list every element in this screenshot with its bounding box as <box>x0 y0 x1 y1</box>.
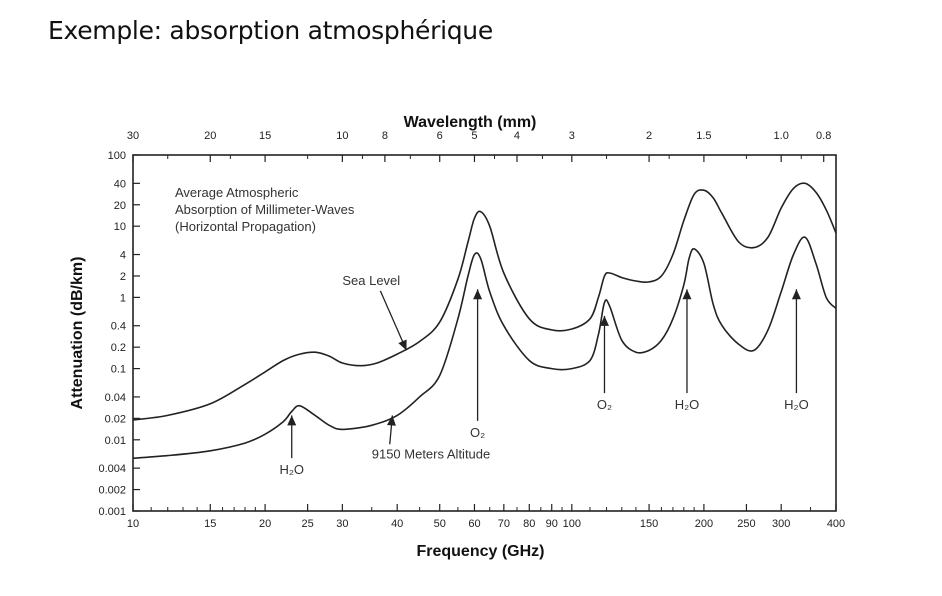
chart-annotations: Sea Level 9150 Meters Altitude H₂O O₂ O₂ H₂O H… <box>279 273 808 477</box>
chart-series <box>132 182 837 460</box>
annotation-arrow-head <box>599 315 609 326</box>
y-tick-label: 0.4 <box>111 321 126 333</box>
x-tick-label: 150 <box>640 518 658 530</box>
x-tick-label: 100 <box>563 518 581 530</box>
x-axis-title: Frequency (GHz) <box>416 543 544 560</box>
x-tick-label: 60 <box>468 518 480 530</box>
y-tick-label: 0.002 <box>98 485 126 497</box>
x-tick-label: 200 <box>695 518 713 530</box>
x-tick-label: 400 <box>827 518 845 530</box>
wavelength-tick-label: 20 <box>204 130 216 142</box>
x-axis-ticks: 10 15 20 25 30 40 50 60 70 80 90 100 150 200 250 300 400 <box>127 504 845 530</box>
x-tick-label: 250 <box>737 518 755 530</box>
wavelength-tick-label: 0.8 <box>816 130 831 142</box>
x-tick-label: 90 <box>546 518 558 530</box>
series-line-sea-level <box>132 182 837 421</box>
x-tick-label: 40 <box>391 518 403 530</box>
wavelength-axis-title: Wavelength (mm) <box>404 114 537 131</box>
annotation-arrow-head <box>287 415 297 426</box>
x-tick-label: 30 <box>336 518 348 530</box>
x-tick-label: 50 <box>434 518 446 530</box>
annotation-label: O₂ <box>470 425 485 440</box>
y-tick-label: 0.01 <box>105 435 126 447</box>
y-tick-label: 0.2 <box>111 342 126 354</box>
wavelength-tick-label: 4 <box>514 130 520 142</box>
annotation-label: Sea Level <box>342 273 400 288</box>
wavelength-tick-label: 15 <box>259 130 271 142</box>
annotation-arrow-head <box>791 289 801 300</box>
description-line: Average Atmospheric <box>175 185 299 200</box>
wavelength-tick-label: 8 <box>382 130 388 142</box>
annotation-arrow-head <box>682 289 692 300</box>
y-tick-label: 40 <box>114 178 126 190</box>
annotation-label: H₂O <box>279 462 304 477</box>
annotation-label: O₂ <box>597 397 612 412</box>
wavelength-axis-ticks: 30 20 15 10 8 6 5 4 3 2 1.5 1.0 0.8 <box>127 130 831 162</box>
y-tick-label: 1 <box>120 292 126 304</box>
description-line: Absorption of Millimeter-Waves <box>175 202 355 217</box>
x-tick-label: 300 <box>772 518 790 530</box>
y-tick-label: 2 <box>120 271 126 283</box>
y-tick-label: 0.1 <box>111 364 126 376</box>
wavelength-tick-label: 1.0 <box>774 130 789 142</box>
y-tick-label: 4 <box>120 250 126 262</box>
x-tick-label: 15 <box>204 518 216 530</box>
wavelength-tick-label: 6 <box>437 130 443 142</box>
y-tick-label: 0.001 <box>98 506 126 518</box>
x-tick-label: 25 <box>301 518 313 530</box>
annotation-arrow-shaft <box>379 290 408 351</box>
y-axis-ticks: 0.001 0.002 0.004 0.01 0.02 0.04 0.1 0.2 0.4 1 2 4 1… <box>98 150 140 518</box>
y-tick-label: 0.004 <box>98 463 126 475</box>
wavelength-tick-label: 30 <box>127 130 139 142</box>
wavelength-tick-label: 10 <box>336 130 348 142</box>
x-tick-label: 20 <box>259 518 271 530</box>
description-line: (Horizontal Propagation) <box>175 219 316 234</box>
wavelength-tick-label: 1.5 <box>696 130 711 142</box>
annotation-label: 9150 Meters Altitude <box>372 446 491 461</box>
annotation-arrow-head <box>473 289 483 300</box>
annotation-label: H₂O <box>784 397 809 412</box>
wavelength-tick-label: 3 <box>569 130 575 142</box>
chart-description: Average Atmospheric Absorption of Millime… <box>175 185 355 234</box>
y-tick-label: 10 <box>114 221 126 233</box>
y-tick-label: 20 <box>114 200 126 212</box>
wavelength-tick-label: 2 <box>646 130 652 142</box>
annotation-arrow-head <box>398 339 407 351</box>
x-tick-label: 70 <box>498 518 510 530</box>
chart-axes <box>132 154 837 512</box>
annotation-label: H₂O <box>675 397 700 412</box>
plot-frame <box>132 154 837 512</box>
y-tick-label: 0.02 <box>105 413 126 425</box>
annotation-arrow-head <box>386 415 396 426</box>
y-tick-label: 0.04 <box>105 392 126 404</box>
wavelength-tick-label: 5 <box>471 130 477 142</box>
y-axis-title: Attenuation (dB/km) <box>69 257 86 410</box>
y-tick-label: 100 <box>108 150 126 162</box>
slide-title: Exemple: absorption atmosphérique <box>48 16 493 45</box>
x-tick-label: 80 <box>523 518 535 530</box>
x-tick-label: 10 <box>127 518 139 530</box>
series-line-9150m-altitude <box>132 236 837 460</box>
